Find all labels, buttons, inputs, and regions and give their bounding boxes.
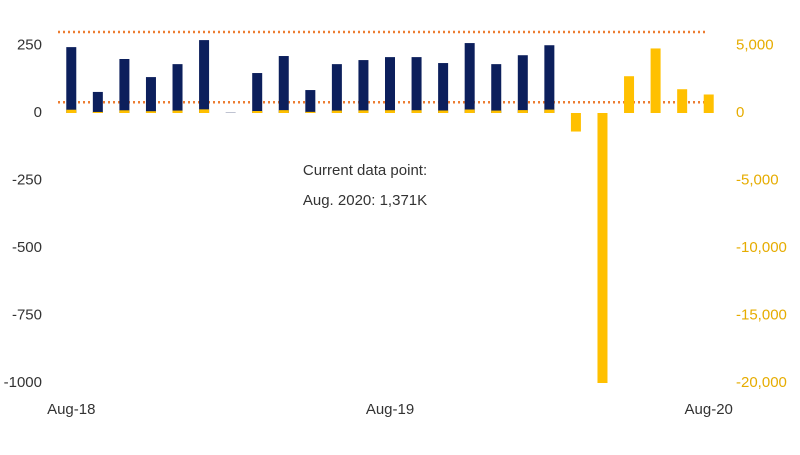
y2-tick-label: 0	[736, 104, 744, 121]
bar	[93, 92, 103, 113]
y-tick-label: -1000	[4, 374, 42, 391]
annotation: Aug. 2020: 1,371K	[303, 192, 427, 209]
bar	[518, 110, 528, 113]
bar	[571, 113, 581, 132]
y2-tick-label: -15,000	[736, 306, 787, 323]
bar	[332, 111, 342, 113]
bar	[491, 64, 501, 113]
y2-tick-label: -5,000	[736, 171, 779, 188]
bar	[66, 47, 76, 113]
y-tick-label: -500	[12, 239, 42, 256]
bar	[146, 77, 156, 113]
y-tick-label: -750	[12, 306, 42, 323]
y2-tick-label: -20,000	[736, 374, 787, 391]
bar	[438, 111, 448, 113]
bar	[677, 89, 687, 113]
bar	[518, 55, 528, 113]
bar	[412, 110, 422, 113]
bar	[252, 73, 262, 113]
bar	[252, 111, 262, 113]
bar	[66, 110, 76, 113]
bar	[173, 64, 183, 113]
bar	[597, 113, 607, 383]
bar	[119, 59, 129, 113]
y-tick-label: -250	[12, 171, 42, 188]
bar	[358, 110, 368, 113]
bar	[412, 57, 422, 113]
bar	[491, 111, 501, 113]
bar	[119, 110, 129, 113]
y-tick-label: 0	[34, 104, 42, 121]
bar	[305, 112, 315, 113]
bar	[279, 110, 289, 113]
bar	[199, 109, 209, 113]
x-tick-label: Aug-18	[47, 401, 95, 418]
bar	[305, 90, 315, 113]
y2-tick-label: -10,000	[736, 239, 787, 256]
bar	[279, 56, 289, 113]
bar	[385, 110, 395, 113]
bar	[465, 110, 475, 113]
bar	[173, 111, 183, 113]
bar	[199, 40, 209, 113]
y2-tick-label: 5,000	[736, 36, 774, 53]
bar	[358, 60, 368, 113]
bar	[465, 43, 475, 113]
bar	[332, 64, 342, 113]
bar	[146, 111, 156, 113]
bar	[704, 94, 714, 113]
bar	[544, 110, 554, 113]
annotation: Current data point:	[303, 162, 427, 179]
bar	[385, 57, 395, 113]
bar	[544, 45, 554, 113]
x-tick-label: Aug-19	[366, 401, 414, 418]
bar	[93, 112, 103, 113]
bar	[438, 63, 448, 113]
bar	[624, 76, 634, 113]
x-tick-label: Aug-20	[685, 401, 733, 418]
y-tick-label: 250	[17, 36, 42, 53]
bar	[651, 48, 661, 113]
